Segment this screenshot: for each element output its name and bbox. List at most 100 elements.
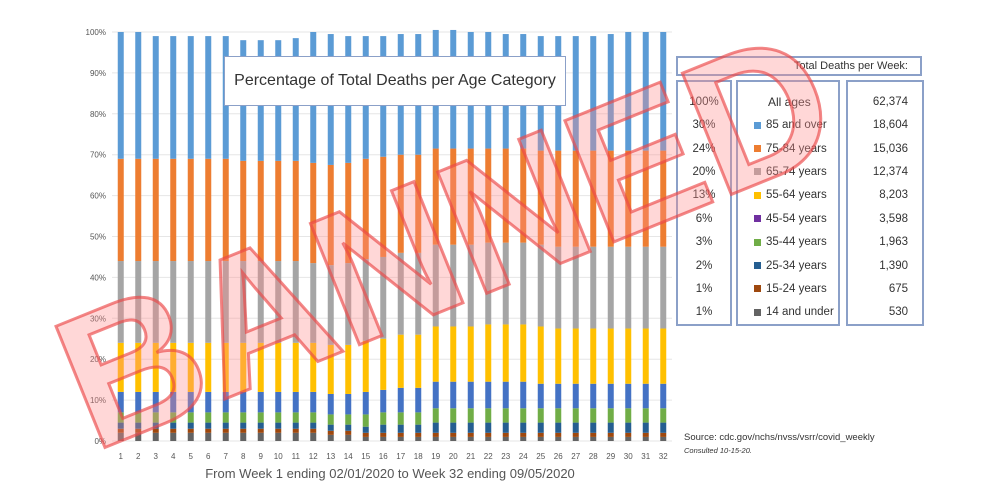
legend-swatch (754, 145, 761, 153)
bar-segment-75-84-years (380, 156, 387, 257)
bar-segment-35-44-years (275, 412, 282, 423)
bar-segment-35-44-years (222, 412, 229, 423)
bar-segment-55-64-years (485, 324, 492, 382)
legend-label: 45-54 years (766, 212, 827, 225)
bar-segment-65-74-years (380, 256, 387, 339)
percent-cell: 1% (695, 306, 713, 319)
bar-segment-14-and-under (642, 436, 649, 441)
bar-segment-55-64-years (660, 328, 667, 384)
x-tick-label: 8 (241, 452, 246, 461)
bar-segment-15-24-years (520, 432, 527, 437)
bar-segment-25-34-years (485, 422, 492, 433)
bar-segment-14-and-under (240, 432, 247, 441)
bar-segment-55-64-years (555, 328, 562, 384)
bar-segment-45-54-years (240, 391, 247, 413)
y-tick-label: 90% (90, 69, 106, 78)
bar-segment-75-84-years (257, 160, 264, 262)
bar-segment-35-44-years (660, 408, 667, 423)
bar-segment-75-84-years (310, 162, 317, 264)
x-tick-label: 14 (344, 452, 353, 461)
bar-segment-55-64-years (607, 328, 614, 384)
bar-segment-55-64-years (502, 324, 509, 382)
bar-segment-75-84-years (485, 148, 492, 243)
bar-segment-75-84-years (432, 148, 439, 245)
bar-segment-25-34-years (187, 422, 194, 429)
bar-segment-75-84-years (170, 158, 177, 262)
bar-segment-14-and-under (590, 436, 597, 441)
bar-segment-55-64-years (275, 342, 282, 392)
bar-segment-45-54-years (590, 383, 597, 409)
bar-segment-65-74-years (292, 261, 299, 343)
bar-segment-14-and-under (520, 436, 527, 441)
bar-segment-45-54-years (415, 387, 422, 413)
bar-segment-35-44-years (327, 414, 334, 425)
x-tick-label: 1 (119, 452, 124, 461)
bar-segment-55-64-years (467, 326, 474, 382)
bar-segment-55-64-years (222, 342, 229, 392)
consulted-date: Consulted 10-15-20. (684, 446, 752, 455)
percent-cell: 2% (695, 259, 713, 272)
bar-segment-45-54-years (292, 391, 299, 413)
bar-segment-14-and-under (327, 434, 334, 441)
bar-segment-25-34-years (170, 422, 177, 429)
bar-segment-25-34-years (327, 424, 334, 431)
chart-title: Percentage of Total Deaths per Age Categ… (224, 56, 566, 106)
bar-segment-55-64-years (380, 338, 387, 390)
legend-item: 14 and under (738, 301, 838, 324)
bar-segment-15-24-years (275, 428, 282, 433)
bar-segment-65-74-years (345, 263, 352, 345)
x-tick-label: 27 (571, 452, 580, 461)
bar-segment-14-and-under (415, 436, 422, 441)
bar-segment-15-24-years (170, 428, 177, 433)
bar-segment-55-64-years (205, 342, 212, 392)
bar-segment-55-64-years (520, 324, 527, 382)
bar-segment-45-54-years (257, 391, 264, 413)
bar-segment-35-44-years (502, 408, 509, 423)
bar-segment-35-44-years (152, 412, 159, 423)
bar-segment-35-44-years (135, 412, 142, 423)
legend-item: 65-74 years (738, 160, 838, 183)
bar-segment-45-54-years (432, 381, 439, 409)
bar-segment-35-44-years (572, 408, 579, 423)
bar-segment-25-34-years (625, 422, 632, 433)
bar-segment-65-74-years (502, 242, 509, 325)
bar-segment-15-24-years (205, 428, 212, 433)
bar-segment-65-74-years (152, 261, 159, 343)
bar-segment-85-and-over (590, 36, 597, 151)
bar-segment-15-24-years (607, 432, 614, 437)
bar-segment-14-and-under (467, 436, 474, 441)
percent-cell: 20% (692, 165, 716, 178)
y-tick-label: 60% (90, 192, 106, 201)
bar-segment-55-64-years (240, 342, 247, 392)
bar-segment-35-44-years (537, 408, 544, 423)
bar-segment-15-24-years (310, 428, 317, 433)
bar-segment-65-74-years (450, 244, 457, 327)
bar-segment-25-34-years (520, 422, 527, 433)
legend-swatch (754, 168, 761, 176)
x-tick-label: 11 (292, 452, 301, 461)
bar-segment-25-34-years (572, 422, 579, 433)
bar-segment-14-and-under (310, 432, 317, 441)
bar-segment-15-24-years (152, 428, 159, 433)
bar-segment-14-and-under (380, 436, 387, 441)
bar-segment-55-64-years (450, 326, 457, 382)
bar-segment-55-64-years (257, 342, 264, 392)
bar-segment-45-54-years (152, 391, 159, 413)
bar-segment-14-and-under (625, 436, 632, 441)
bar-segment-15-24-years (502, 432, 509, 437)
bar-segment-45-54-years (362, 391, 369, 415)
bar-segment-25-34-years (555, 422, 562, 433)
bar-segment-25-34-years (450, 422, 457, 433)
y-tick-label: 40% (90, 273, 106, 282)
bar-segment-75-84-years (240, 160, 247, 262)
deaths-cell: 62,374 (872, 95, 908, 108)
bar-segment-65-74-years (222, 261, 229, 343)
bar-segment-65-74-years (520, 242, 527, 325)
bar-segment-15-24-years (415, 432, 422, 437)
bar-segment-25-34-years (257, 422, 264, 429)
bar-segment-65-74-years (555, 246, 562, 329)
x-tick-label: 30 (624, 452, 633, 461)
bar-segment-15-24-years (432, 432, 439, 437)
x-tick-label: 26 (554, 452, 563, 461)
bar-segment-75-84-years (292, 160, 299, 262)
